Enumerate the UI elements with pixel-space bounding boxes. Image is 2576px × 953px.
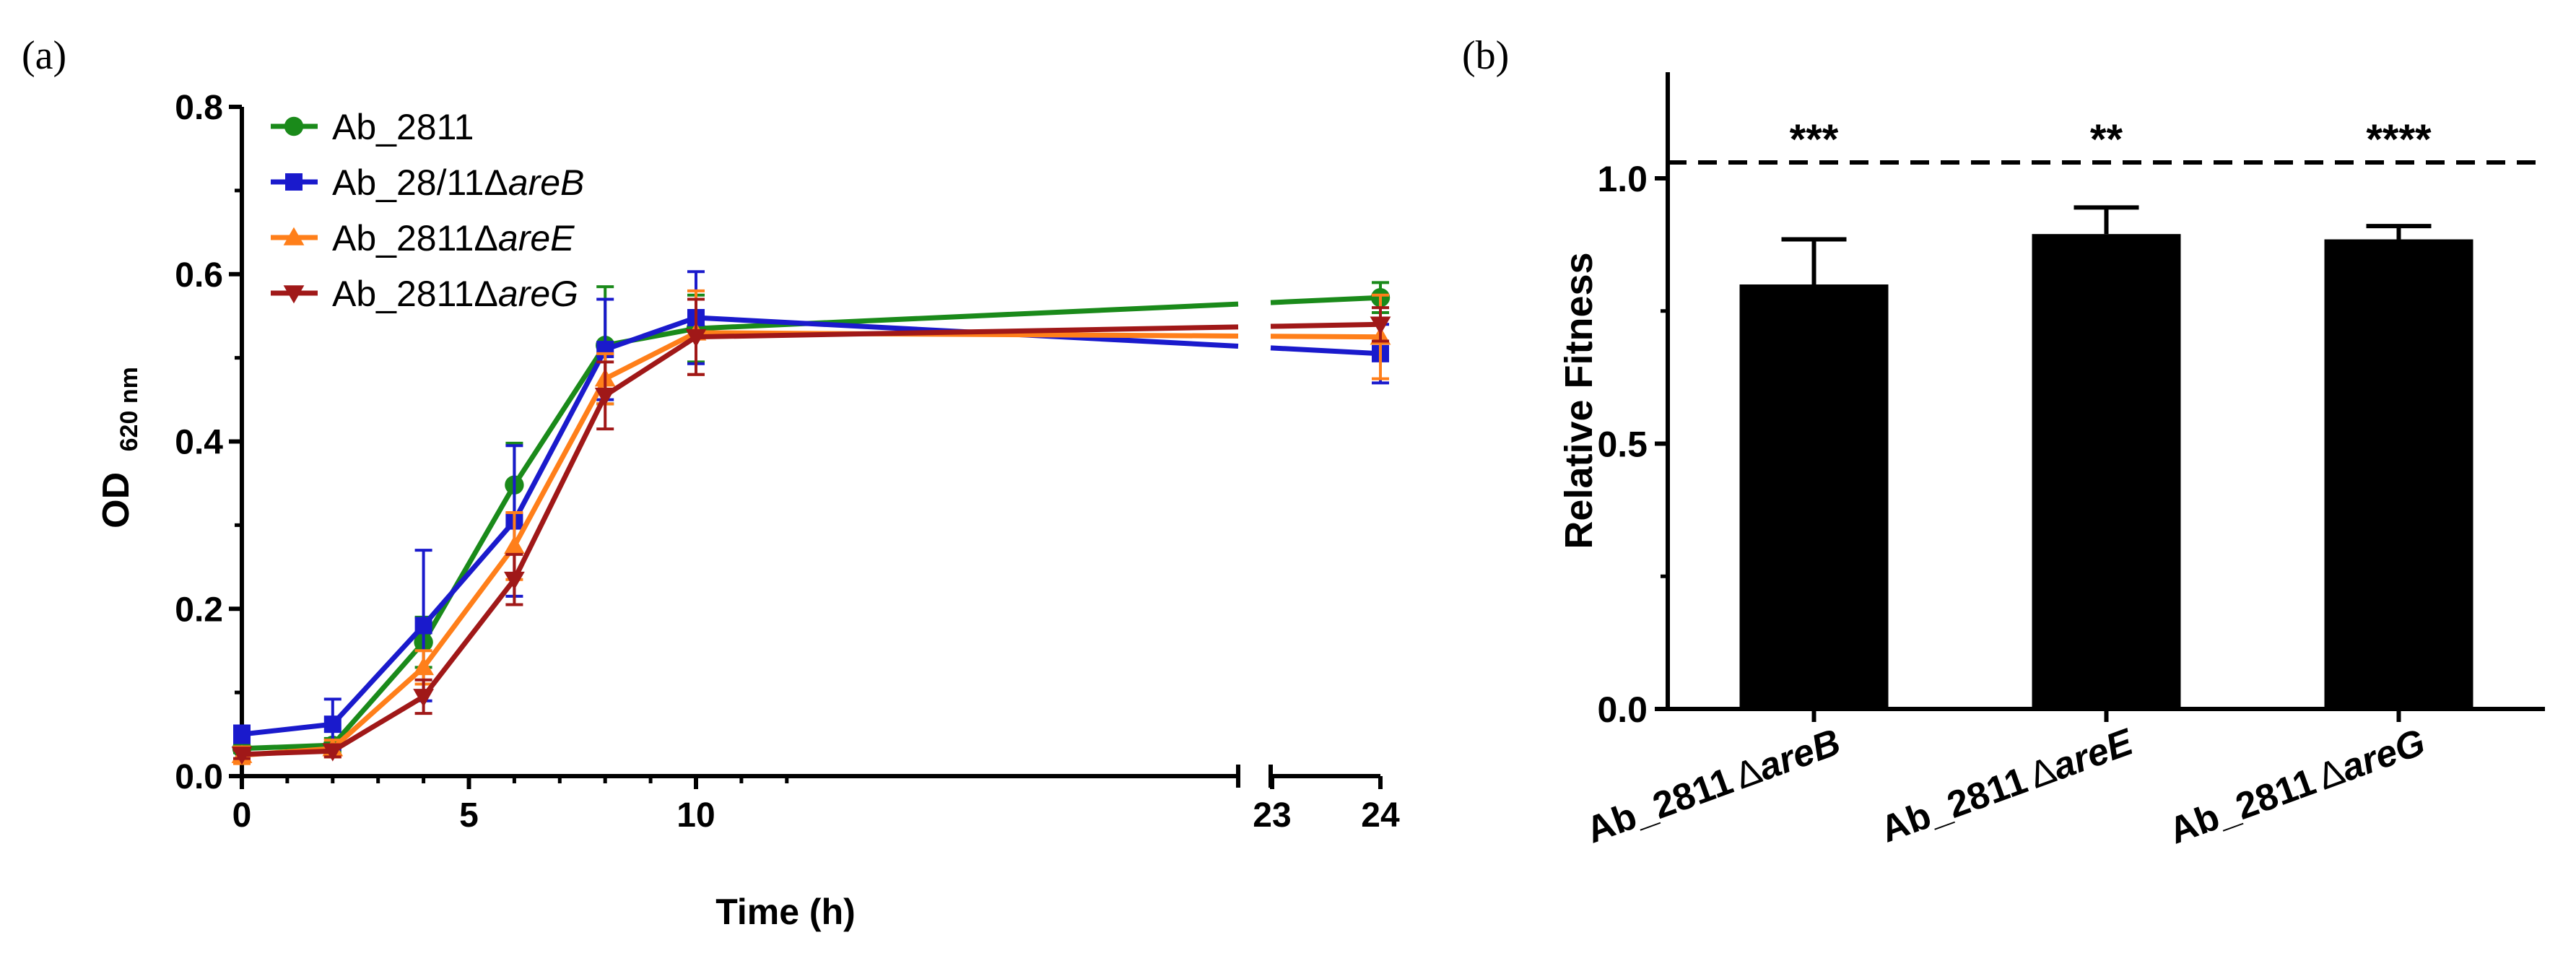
series-line [241, 315, 697, 737]
panel-a-x-tick-label: 23 [1253, 796, 1291, 835]
legend-label-italic: areE [498, 218, 575, 258]
data-point [504, 535, 525, 554]
legend-label-base: Ab_2811Δ [332, 218, 498, 258]
data-point [231, 747, 253, 765]
data-point [322, 743, 344, 762]
panel-a-x-tick-label: 5 [459, 796, 479, 835]
panel-b-label: (b) [1462, 33, 1509, 78]
panel-a-x-axis-label: Time (h) [715, 892, 856, 932]
panel-b-bars: *** ** **** [1739, 116, 2473, 709]
series-line-segment [1270, 345, 1381, 357]
category-label-italic: areE [2048, 721, 2139, 788]
panel-b-y-tick-label: 0.5 [1597, 425, 1648, 465]
bar [2324, 239, 2473, 709]
legend-label-base: Ab_2811 [332, 107, 474, 147]
series-line-segment [1270, 334, 1381, 340]
category-label-italic: areG [2336, 721, 2430, 790]
data-point [413, 689, 434, 708]
significance-label: ** [2090, 116, 2123, 163]
legend-item: Ab_2811ΔareE [271, 218, 575, 258]
panel-a-y-tick-label: 0.0 [175, 758, 223, 796]
panel-a: (a) 0.0 0.2 0.4 0.6 0.8 0 5 10 23 24 Ab_2811 Ab_28… [22, 33, 1400, 932]
legend-label-italic: areG [498, 274, 578, 314]
panel-a-y-axis-label: OD 620 nm [95, 367, 143, 528]
series-line [241, 334, 697, 757]
series-1 [232, 281, 1391, 758]
panel-a-y-tick-label: 0.4 [175, 424, 223, 462]
legend-item: Ab_2811ΔareG [271, 274, 578, 314]
series-4 [231, 297, 1391, 765]
panel-b-y-tick-label: 0.0 [1597, 689, 1648, 730]
data-point [504, 571, 525, 591]
data-point [594, 387, 616, 406]
category-label-base: Ab_2811 [1581, 760, 1739, 852]
category-label-italic: areB [1753, 721, 1846, 789]
panel-b-y-tick-label: 1.0 [1597, 159, 1648, 199]
bar [2032, 234, 2181, 709]
significance-label: *** [1790, 116, 1839, 163]
series-line-segment [1270, 321, 1381, 329]
panel-a-y-tick-label: 0.6 [175, 256, 223, 295]
category-label-base: Ab_2811 [1875, 760, 2032, 851]
panel-b-category-label: Ab_2811ΔareB [1581, 721, 1846, 852]
legend-label-base: Ab_28/11Δ [332, 162, 508, 203]
category-label-base: Ab_2811 [2164, 761, 2321, 853]
data-point [1370, 316, 1391, 335]
legend-label-base: Ab_2811Δ [332, 274, 498, 314]
panel-a-x-tick-label: 10 [676, 796, 715, 835]
legend-label: Ab_2811 [332, 107, 474, 147]
legend-item: Ab_28/11ΔareB [271, 162, 584, 203]
panel-a-series [231, 270, 1391, 765]
series-line-segment [695, 324, 1239, 340]
panel-b-y-axis-label: Relative Fitness [1557, 252, 1601, 549]
series-3 [231, 289, 1391, 765]
bar [1739, 284, 1889, 709]
series-2 [233, 270, 1389, 751]
legend-marker [284, 116, 304, 136]
panel-b-axes: 0.00.51.0Ab_2811ΔareBAb_2811ΔareEAb_2811… [1581, 72, 2545, 853]
data-point [233, 726, 251, 744]
data-point [685, 328, 707, 348]
panel-b-category-label: Ab_2811ΔareG [2164, 721, 2431, 853]
panel-b-category-label: Ab_2811ΔareE [1875, 721, 2139, 850]
panel-a-x-tick-label: 24 [1361, 796, 1400, 835]
panel-a-axes: 0.0 0.2 0.4 0.6 0.8 0 5 10 23 24 [175, 89, 1400, 835]
legend-label-italic: areB [508, 162, 585, 203]
series-line [241, 330, 697, 758]
significance-label: **** [2366, 116, 2432, 163]
panel-a-legend: Ab_2811Ab_28/11ΔareBAb_2811ΔareEAb_2811Δ… [271, 107, 584, 314]
panel-a-x-tick-label: 0 [232, 796, 252, 835]
panel-a-y-axis-label-subscript: 620 nm [116, 367, 143, 451]
legend-label: Ab_2811ΔareE [332, 218, 575, 258]
panel-a-label: (a) [22, 33, 66, 78]
panel-a-y-tick-label: 0.2 [175, 591, 223, 629]
legend-label: Ab_28/11ΔareB [332, 162, 584, 203]
legend-marker [283, 285, 305, 304]
series-line-segment [695, 301, 1239, 331]
series-line-segment [1270, 295, 1381, 305]
legend-marker [285, 173, 303, 191]
data-point [413, 656, 434, 676]
series-line [241, 326, 697, 752]
panel-a-y-tick-label: 0.8 [175, 89, 223, 127]
legend-item: Ab_2811 [271, 107, 474, 147]
legend-label: Ab_2811ΔareG [332, 274, 578, 314]
panel-a-y-axis-label-main: OD [95, 472, 137, 528]
panel-b: (b) 0.00.51.0Ab_2811ΔareBAb_2811ΔareEAb_… [1462, 33, 2545, 853]
data-point [414, 617, 432, 635]
legend-marker [283, 227, 305, 245]
data-point [323, 715, 341, 734]
